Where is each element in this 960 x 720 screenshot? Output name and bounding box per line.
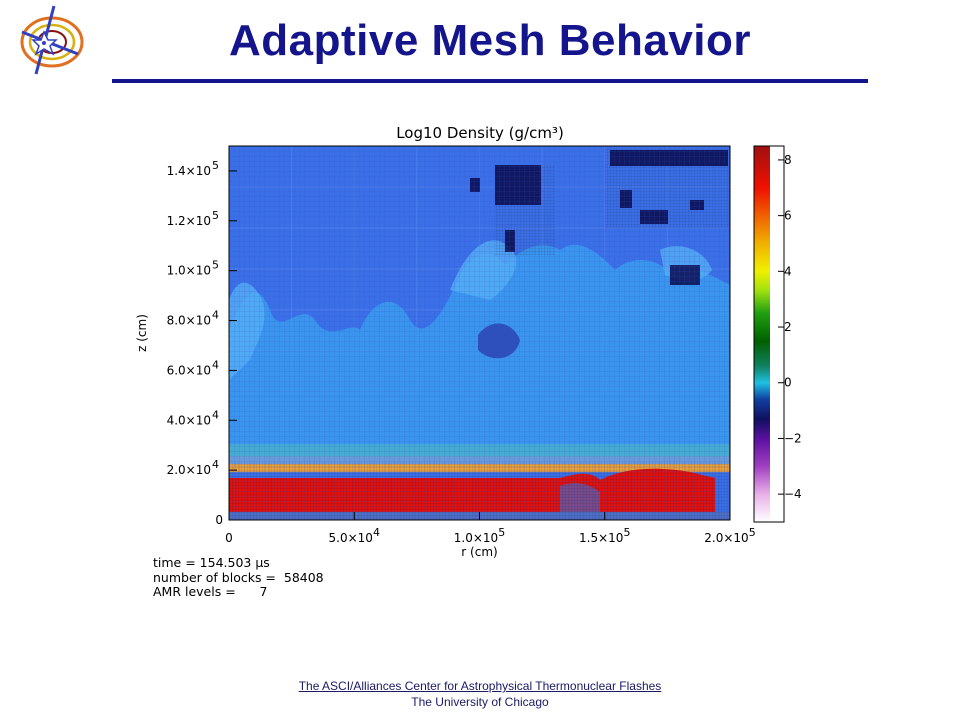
colorbar	[754, 146, 770, 522]
mesh-overlay	[229, 146, 730, 520]
title-underline	[112, 79, 868, 83]
time-unit: μs	[251, 555, 270, 570]
colorbar-tick-label: 0	[784, 376, 792, 390]
plot-title: Log10 Density (g/cm³)	[396, 124, 564, 142]
slide-title: Adaptive Mesh Behavior	[228, 16, 752, 65]
footer: The ASCI/Alliances Center for Astrophysi…	[0, 678, 960, 710]
colorbar-tick-label: −2	[784, 431, 802, 445]
time-label: time =	[153, 555, 200, 570]
y-tick-exponent: 5	[212, 159, 219, 172]
x-tick-label: 5.0×104	[329, 526, 380, 545]
y-tick-label: 0	[215, 513, 223, 527]
x-tick-label: 2.0×105	[704, 526, 755, 545]
flash-center-logo	[20, 5, 84, 75]
y-tick-label: 8.0×10	[167, 314, 211, 328]
x-axis-label: r (cm)	[461, 545, 497, 559]
y-tick-exponent: 4	[212, 358, 219, 371]
y-tick-label: 4.0×10	[167, 413, 211, 427]
colorbar-tick-label: 8	[784, 153, 792, 167]
levels-value: 7	[259, 584, 268, 599]
colorbar-frame	[753, 145, 785, 523]
y-tick-exponent: 5	[212, 209, 219, 222]
y-tick-label: 2.0×10	[167, 463, 211, 477]
y-tick-label: 1.4×10	[167, 164, 211, 178]
blocks-label: number of blocks =	[153, 569, 276, 585]
colorbar-tick-label: 2	[784, 320, 792, 334]
institution-name: The University of Chicago	[411, 695, 549, 709]
x-tick-label: 1.0×105	[454, 526, 505, 545]
y-tick-label: 6.0×10	[167, 363, 211, 377]
levels-label: AMR levels =	[153, 584, 236, 599]
y-axis-label: z (cm)	[135, 314, 149, 352]
y-tick-exponent: 4	[212, 458, 219, 471]
colorbar-tick-label: 4	[784, 264, 792, 278]
y-tick-exponent: 4	[212, 309, 219, 322]
y-tick-label: 1.2×10	[167, 214, 211, 228]
y-tick-label: 1.0×10	[167, 264, 211, 278]
y-tick-exponent: 4	[212, 408, 219, 421]
time-value: 154.503	[199, 555, 252, 570]
density-field	[229, 146, 730, 520]
colorbar-tick-label: −4	[784, 487, 802, 501]
y-tick-exponent: 5	[212, 259, 219, 272]
colorbar-tick-label: 6	[784, 209, 792, 223]
simulation-stats: time = 154.503 μs number of blocks = 584…	[153, 555, 324, 600]
blocks-value: 58408	[283, 569, 324, 585]
center-link[interactable]: The ASCI/Alliances Center for Astrophysi…	[298, 679, 662, 693]
x-tick-label: 0	[225, 531, 233, 545]
x-tick-label: 1.5×105	[579, 526, 630, 545]
